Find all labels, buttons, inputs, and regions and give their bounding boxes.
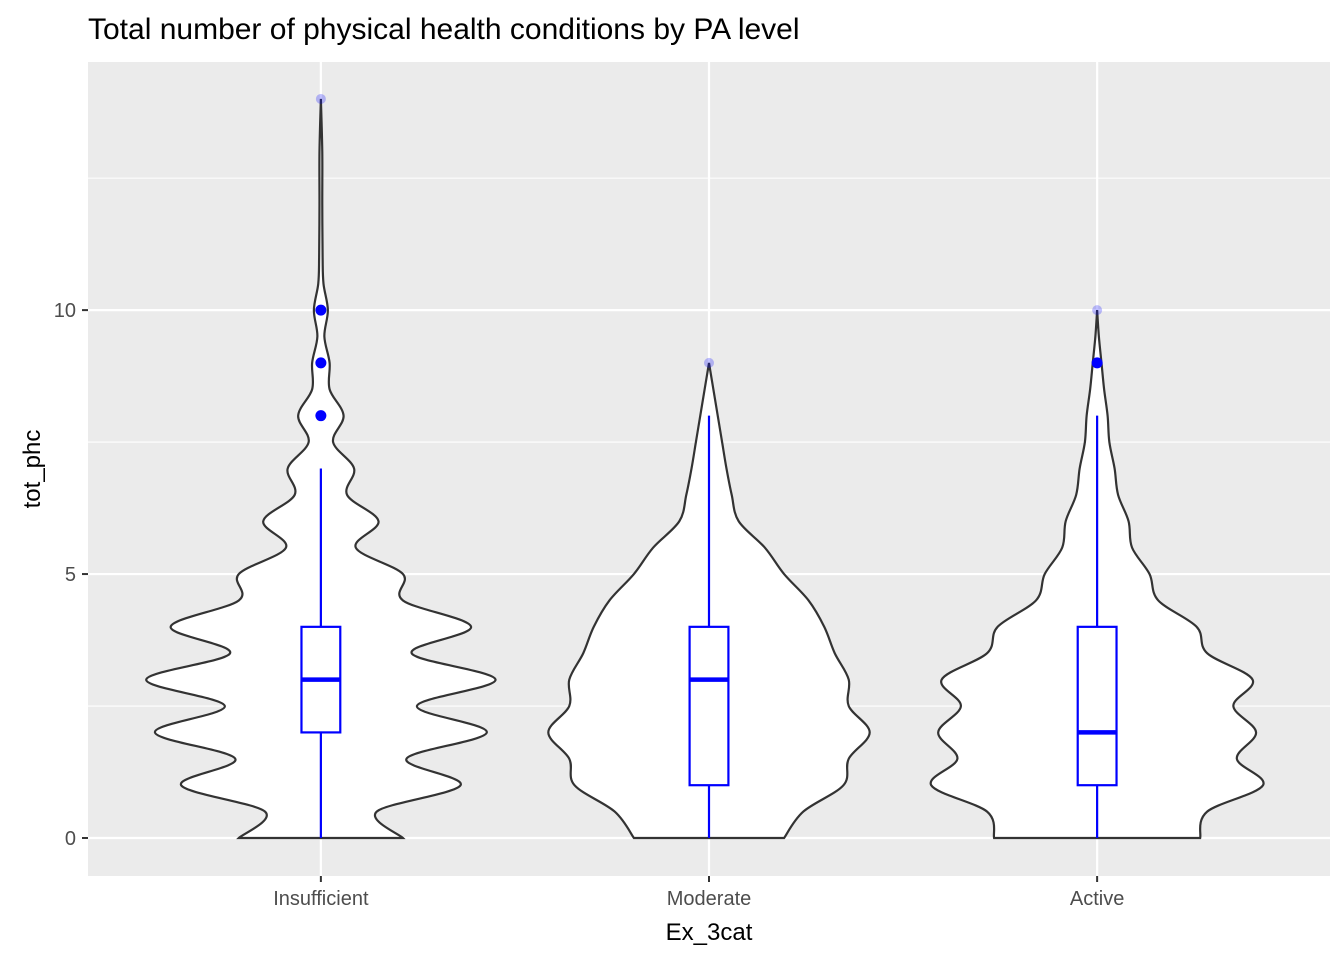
x-tick-label: Active bbox=[1070, 888, 1124, 910]
chart-title: Total number of physical health conditio… bbox=[88, 13, 800, 46]
box-active bbox=[1076, 625, 1118, 787]
y-axis: 0 5 10 bbox=[54, 300, 88, 850]
outlier-point bbox=[315, 357, 327, 369]
x-tick-label: Moderate bbox=[667, 888, 752, 910]
x-axis-title: Ex_3cat bbox=[666, 919, 753, 946]
chart-marks bbox=[145, 93, 1265, 840]
violin-insufficient bbox=[145, 98, 497, 840]
jitter-point bbox=[315, 93, 326, 104]
x-tick-label: Insufficient bbox=[273, 888, 369, 910]
outlier-point bbox=[315, 304, 327, 316]
y-axis-title: tot_phc bbox=[19, 430, 46, 509]
box-moderate bbox=[688, 625, 730, 787]
y-tick-label: 5 bbox=[65, 564, 76, 586]
outlier-point bbox=[1091, 357, 1103, 369]
jitter-point bbox=[704, 357, 714, 368]
jitter-point bbox=[1092, 305, 1103, 316]
y-tick-label: 10 bbox=[54, 300, 76, 322]
y-tick-label: 0 bbox=[65, 828, 76, 850]
x-axis: Insufficient Moderate Active bbox=[273, 876, 1124, 910]
outlier-point bbox=[315, 410, 327, 422]
